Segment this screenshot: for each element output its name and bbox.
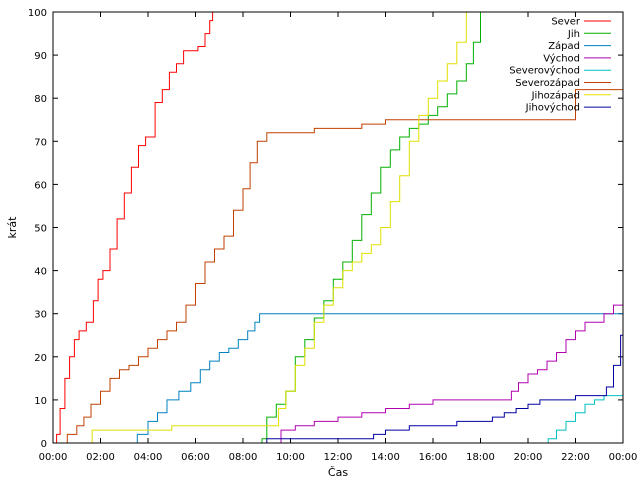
x-tick-label: 00:00 — [609, 452, 638, 463]
series-line — [53, 89, 623, 444]
y-axis-title: krát — [6, 216, 19, 239]
x-tick-label: 22:00 — [561, 452, 590, 463]
x-tick-label: 14:00 — [371, 452, 400, 463]
x-tick-label: 10:00 — [276, 452, 305, 463]
y-tick-label: 60 — [34, 180, 47, 191]
x-tick-label: 02:00 — [86, 452, 115, 463]
series-line — [53, 296, 624, 444]
x-axis-title: Čas — [328, 466, 348, 479]
plot-frame — [52, 11, 624, 444]
y-tick-label: 20 — [34, 353, 47, 364]
legend-label: Západ — [548, 40, 580, 52]
legend: SeverJihZápadVýchodSeverovýchodSeverozáp… — [509, 17, 611, 114]
legend-label: Jihozápad — [531, 89, 580, 101]
y-tick-label: 30 — [34, 310, 47, 321]
legend-label: Jih — [567, 29, 580, 40]
y-tick-label: 50 — [34, 224, 47, 235]
y-tick-label: 10 — [34, 396, 47, 407]
legend-label: Jihovýchod — [525, 102, 580, 114]
series-lines — [53, 12, 624, 444]
y-tick-label: 40 — [34, 267, 47, 278]
x-tick-label: 16:00 — [419, 452, 448, 463]
x-tick-label: 18:00 — [466, 452, 495, 463]
legend-label: Severovýchod — [509, 65, 580, 77]
legend-label: Severozápad — [515, 77, 580, 89]
y-tick-label: 70 — [34, 137, 47, 148]
series-line — [53, 12, 467, 444]
series-line — [55, 12, 214, 444]
legend-label: Východ — [543, 52, 580, 64]
x-tick-label: 04:00 — [134, 452, 163, 463]
axis-ticks: 0 10 20 30 40 50 60 70 80 90 100 00:00 02:00 04:00 06:… — [28, 8, 638, 463]
x-tick-label: 12:00 — [324, 452, 353, 463]
series-line — [53, 313, 623, 444]
series-line — [53, 395, 623, 444]
y-tick-label: 100 — [28, 8, 47, 19]
legend-label: Sever — [551, 17, 581, 28]
x-tick-label: 06:00 — [181, 452, 210, 463]
x-tick-label: 08:00 — [229, 452, 258, 463]
x-tick-label: 20:00 — [514, 452, 543, 463]
series-line — [53, 318, 624, 444]
x-tick-label: 00:00 — [39, 452, 68, 463]
y-tick-label: 90 — [34, 51, 47, 62]
y-tick-label: 0 — [41, 439, 47, 450]
y-tick-label: 80 — [34, 94, 47, 105]
